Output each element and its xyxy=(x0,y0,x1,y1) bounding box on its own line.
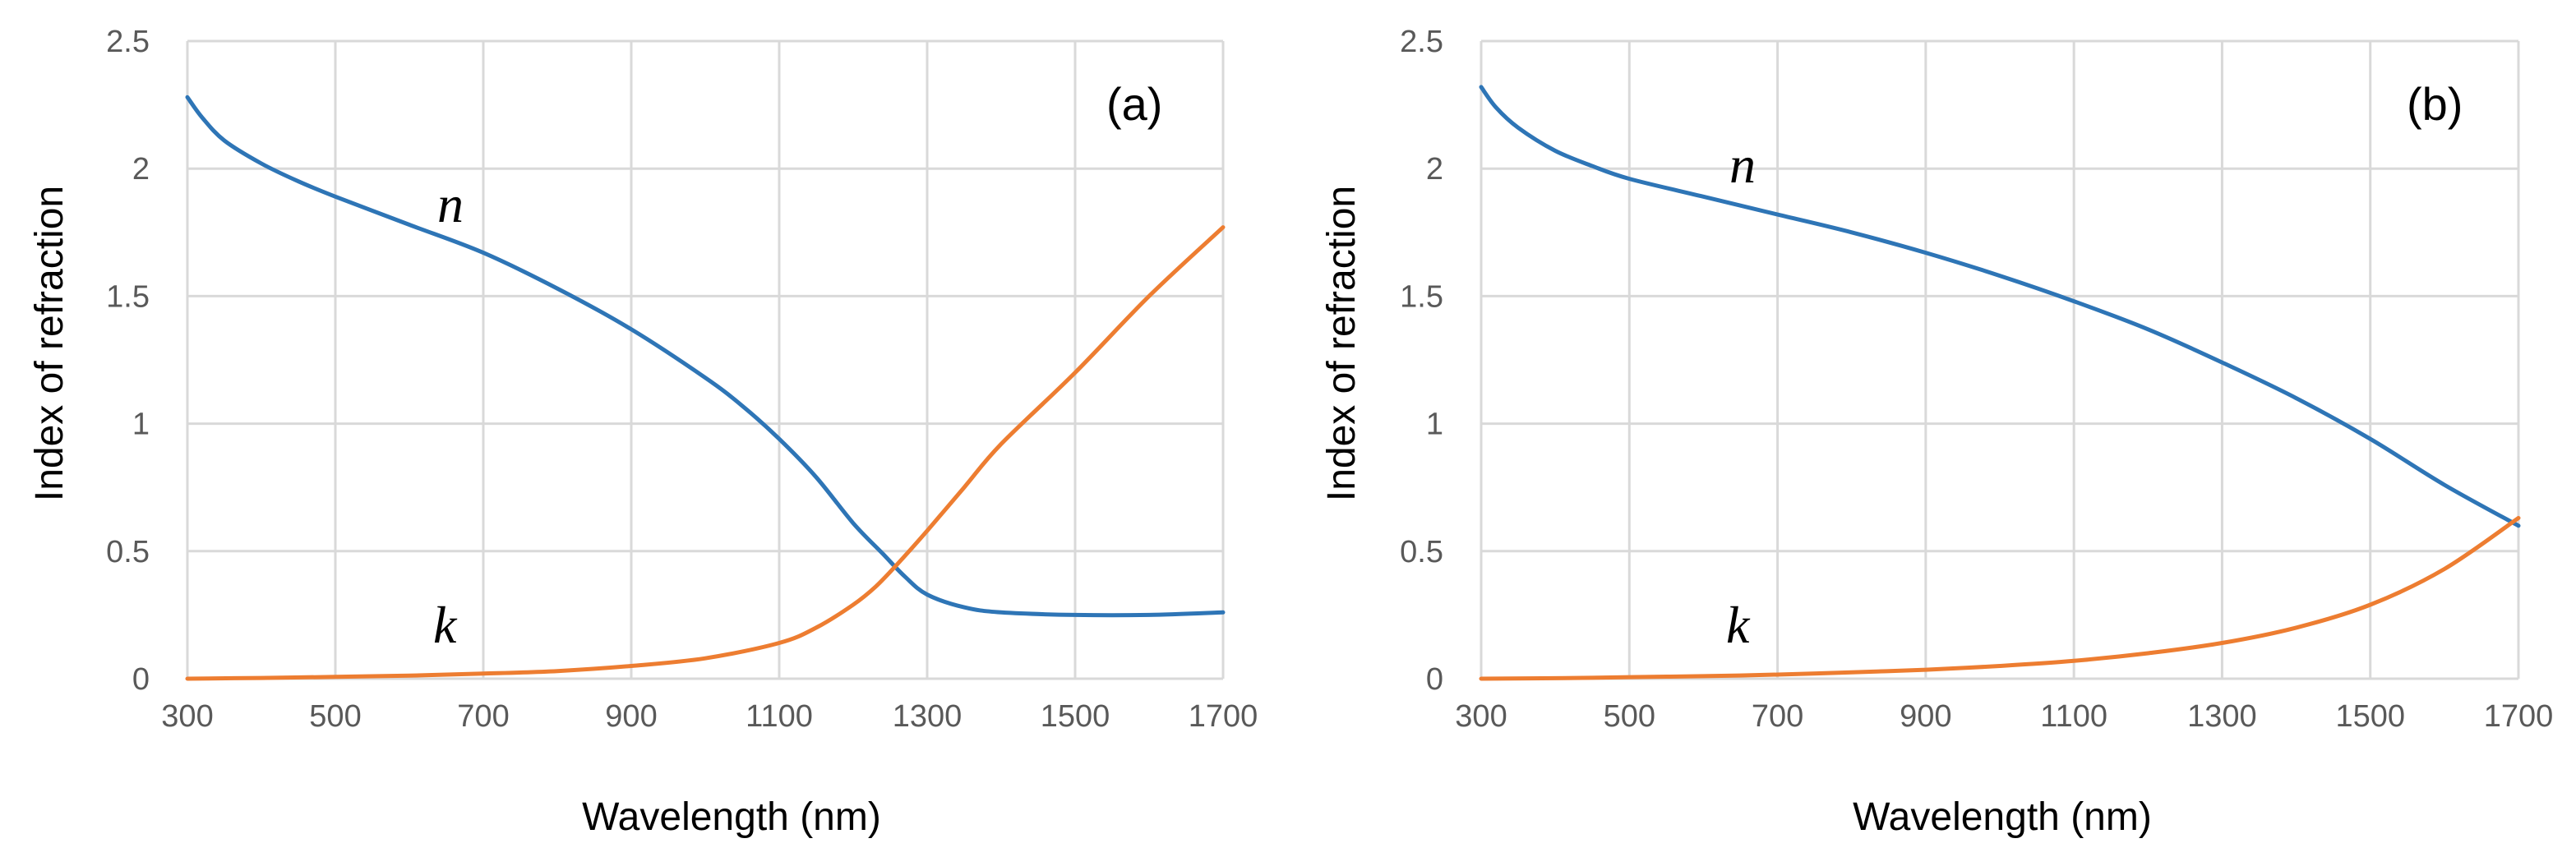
chart-b-y-tick-label: 0.5 xyxy=(1400,535,1443,569)
chart-b-n-label: n xyxy=(1729,136,1756,194)
chart-a-x-axis-title: Wavelength (nm) xyxy=(582,795,881,839)
chart-a-series-n-line xyxy=(185,94,1226,618)
chart-b-x-tick-label: 1100 xyxy=(2040,699,2107,734)
chart-b-y-tick-label: 0 xyxy=(1426,662,1443,697)
chart-b-y-tick-label: 2 xyxy=(1426,152,1443,187)
chart-b-x-tick-label: 300 xyxy=(1455,699,1507,734)
chart-b: 300 500 700 900 1100 1300 1500 1700 0 0.5 1 1.5 2 2.… xyxy=(1320,25,2553,839)
chart-a-y-tick-label: 1.5 xyxy=(106,279,150,314)
chart-a-x-tick-label: 300 xyxy=(161,699,213,734)
chart-a-x-tick-labels: 300 500 700 900 1100 1300 1500 1700 xyxy=(161,699,1258,734)
chart-a-series-layer xyxy=(185,94,1226,681)
chart-b-series-layer xyxy=(1479,85,2521,681)
chart-a-y-axis-title: Index of refraction xyxy=(28,186,72,501)
chart-a-y-tick-label: 2.5 xyxy=(106,25,150,59)
chart-a-x-tick-label: 500 xyxy=(309,699,361,734)
chart-b-x-tick-label: 1500 xyxy=(2335,699,2405,734)
chart-b-x-tick-labels: 300 500 700 900 1100 1300 1500 1700 xyxy=(1455,699,2553,734)
chart-a-y-tick-label: 0.5 xyxy=(106,535,150,569)
chart-b-panel-label: (b) xyxy=(2407,78,2463,130)
chart-b-k-label: k xyxy=(1726,596,1751,654)
chart-b-y-axis-title: Index of refraction xyxy=(1320,186,1364,501)
chart-a-series-k-line xyxy=(185,225,1226,681)
chart-a-k-label: k xyxy=(433,596,458,654)
chart-a-gridlines xyxy=(186,39,1225,680)
chart-b-y-tick-labels: 0 0.5 1 1.5 2 2.5 xyxy=(1400,25,1443,697)
chart-b-series-n-line xyxy=(1479,85,2521,528)
chart-b-y-tick-label: 1 xyxy=(1426,408,1443,442)
chart-a-y-tick-labels: 0 0.5 1 1.5 2 2.5 xyxy=(106,25,150,697)
chart-a-panel-label: (a) xyxy=(1106,78,1162,130)
chart-b-y-tick-label: 1.5 xyxy=(1400,279,1443,314)
chart-a-x-tick-label: 900 xyxy=(605,699,657,734)
chart-a-y-tick-label: 1 xyxy=(132,408,150,442)
chart-a-x-tick-label: 1700 xyxy=(1189,699,1258,734)
chart-b-x-axis-title: Wavelength (nm) xyxy=(1853,795,2152,839)
chart-a-y-tick-label: 2 xyxy=(132,152,150,187)
chart-a-x-tick-label: 1100 xyxy=(746,699,813,734)
chart-a-x-tick-label: 1300 xyxy=(893,699,963,734)
chart-a-x-tick-label: 1500 xyxy=(1041,699,1110,734)
chart-b-x-tick-label: 1300 xyxy=(2187,699,2257,734)
chart-b-series-k-line xyxy=(1479,515,2521,681)
chart-b-x-tick-label: 500 xyxy=(1604,699,1655,734)
chart-b-x-tick-label: 1700 xyxy=(2484,699,2554,734)
chart-b-x-tick-label: 900 xyxy=(1900,699,1951,734)
chart-a-n-label: n xyxy=(437,175,464,233)
chart-b-y-tick-label: 2.5 xyxy=(1400,25,1443,59)
chart-a-x-tick-label: 700 xyxy=(457,699,509,734)
chart-b-x-tick-label: 700 xyxy=(1752,699,1803,734)
chart-a-y-tick-label: 0 xyxy=(132,662,150,697)
chart-a: 300 500 700 900 1100 1300 1500 1700 0 0.5 1 1.5 2 2.… xyxy=(28,25,1258,839)
